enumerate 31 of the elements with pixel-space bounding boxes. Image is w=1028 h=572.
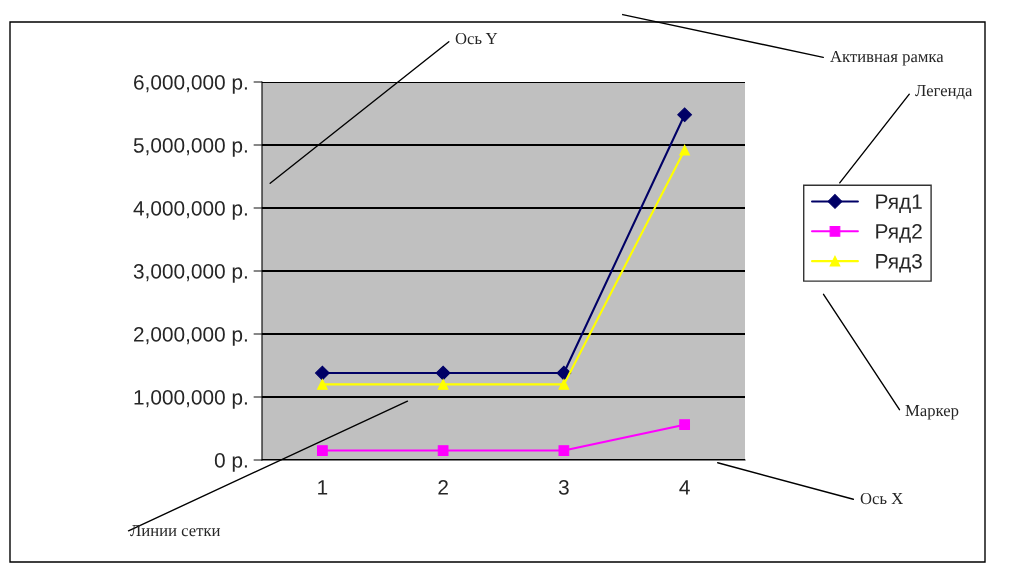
y-tick-label: 4,000,000 р.: [133, 201, 247, 220]
text: Маркер: [905, 405, 959, 420]
y-tick-label: 0 р.: [214, 453, 247, 472]
x-tick-label: 2: [438, 479, 448, 495]
point: [437, 379, 449, 390]
point: [679, 419, 691, 431]
point: [437, 445, 449, 456]
text: Линии сетки: [130, 525, 221, 537]
text: Легенда: [915, 85, 973, 100]
point: [677, 107, 693, 123]
point: [558, 379, 570, 390]
text: Активная рамка: [830, 51, 944, 66]
point: [679, 144, 691, 156]
point: [314, 365, 330, 381]
point: [558, 445, 570, 456]
legend-label: Ряд2: [876, 224, 922, 243]
x-tick-label: 1: [318, 480, 328, 495]
point: [316, 379, 328, 390]
y-tick-label: 2,000,000 р.: [134, 327, 247, 346]
y-tick-label: 6,000,000 р.: [134, 75, 247, 94]
y-tick-label: 5,000,000 р.: [133, 138, 247, 157]
legend-label: Ряд1: [876, 194, 922, 213]
x-tick-label: 3: [558, 479, 569, 495]
y-tick-label: 1,000,000 р.: [134, 390, 247, 409]
text: Ось X: [860, 492, 903, 505]
point: [316, 445, 328, 456]
legend-label: Ряд3: [876, 253, 922, 273]
point: [435, 365, 451, 381]
text: Ось Y: [455, 32, 498, 45]
x-tick-label: 4: [679, 480, 690, 495]
y-tick-label: 3,000,000 р.: [133, 264, 247, 283]
